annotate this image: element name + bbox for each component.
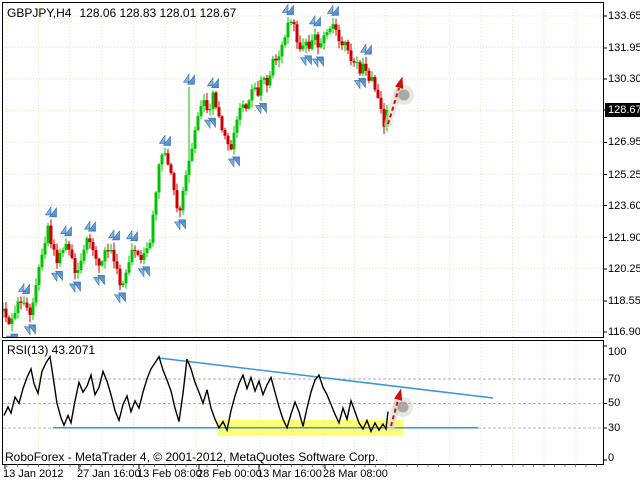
fractal-down-icon <box>312 56 324 68</box>
current-price-value: 128.67 <box>608 104 640 116</box>
rsi-tick-label: 0 <box>608 452 615 464</box>
price-tick-label: 116.90 <box>608 326 640 339</box>
rsi-panel[interactable] <box>3 354 603 436</box>
price-tick-label: 131.95 <box>608 42 640 55</box>
main-price-panel[interactable] <box>2 4 415 345</box>
fractal-down-icon <box>174 219 186 231</box>
rsi-tick-label: 70 <box>608 372 621 385</box>
price-tick-label: 120.25 <box>608 262 640 275</box>
fractal-up-icon <box>126 230 138 242</box>
ohlc-quote-label: 128.06 128.83 128.01 128.67 <box>79 6 237 20</box>
fractal-up-icon <box>18 283 30 294</box>
time-tick-label: 28 Mar 08:00 <box>323 468 388 480</box>
fractal-up-icon <box>84 220 96 232</box>
rsi-indicator-label: RSI(13) 43.2071 <box>7 343 96 357</box>
time-tick-label: 13 Feb 08:00 <box>137 468 202 480</box>
fractal-up-icon <box>45 206 57 218</box>
fractal-down-icon <box>204 117 216 129</box>
price-tick-label: 133.65 <box>608 10 640 22</box>
price-tick-label: 125.25 <box>608 168 640 181</box>
fractal-up-icon <box>309 15 321 27</box>
fractal-up-icon <box>327 5 339 16</box>
fractal-down-icon <box>51 270 63 282</box>
time-tick-label: 28 Feb 00:00 <box>197 468 262 480</box>
rsi-trendline[interactable] <box>158 357 494 399</box>
fractal-up-icon <box>60 225 72 237</box>
price-tick-label: 121.90 <box>608 231 640 244</box>
fractal-down-icon <box>138 266 150 278</box>
fractal-down-icon <box>93 275 105 286</box>
fractal-down-icon <box>255 103 267 114</box>
copyright-text: RoboForex - MetaTrader 4, © 2001-2012, M… <box>5 450 379 464</box>
fractal-up-icon <box>159 135 171 146</box>
time-tick-label: 27 Jan 16:00 <box>77 468 141 480</box>
rsi-line <box>3 354 389 434</box>
current-price-box: 128.67 <box>605 103 640 117</box>
rsi-tick-label: 30 <box>608 421 621 434</box>
fractal-up-icon <box>360 43 372 55</box>
fractal-up-icon <box>183 73 195 85</box>
fractal-up-icon <box>108 229 120 241</box>
price-tick-label: 118.55 <box>608 294 640 307</box>
symbol-period-label: GBPJPY,H4 <box>7 6 72 20</box>
red-arrow-icon[interactable] <box>394 388 403 401</box>
chart-title: GBPJPY,H4 128.06 128.83 128.01 128.67 <box>7 6 236 20</box>
fractal-down-icon <box>354 78 366 89</box>
price-tick-label: 126.95 <box>608 136 640 149</box>
rsi-tick-label: 50 <box>608 397 621 410</box>
fractal-down-icon <box>300 55 312 66</box>
fractal-down-icon <box>24 324 36 336</box>
red-arrow-icon[interactable] <box>395 76 404 89</box>
fractal-down-icon <box>69 281 81 293</box>
rsi-tick-label: 100 <box>608 346 627 358</box>
time-tick-label: 13 Mar 16:00 <box>257 468 322 480</box>
fractal-down-icon <box>228 156 240 168</box>
price-tick-label: 123.60 <box>608 199 640 212</box>
fractal-down-icon <box>114 292 126 304</box>
time-tick-label: 13 Jan 2012 <box>3 468 64 480</box>
price-tick-label: 130.30 <box>608 73 640 86</box>
